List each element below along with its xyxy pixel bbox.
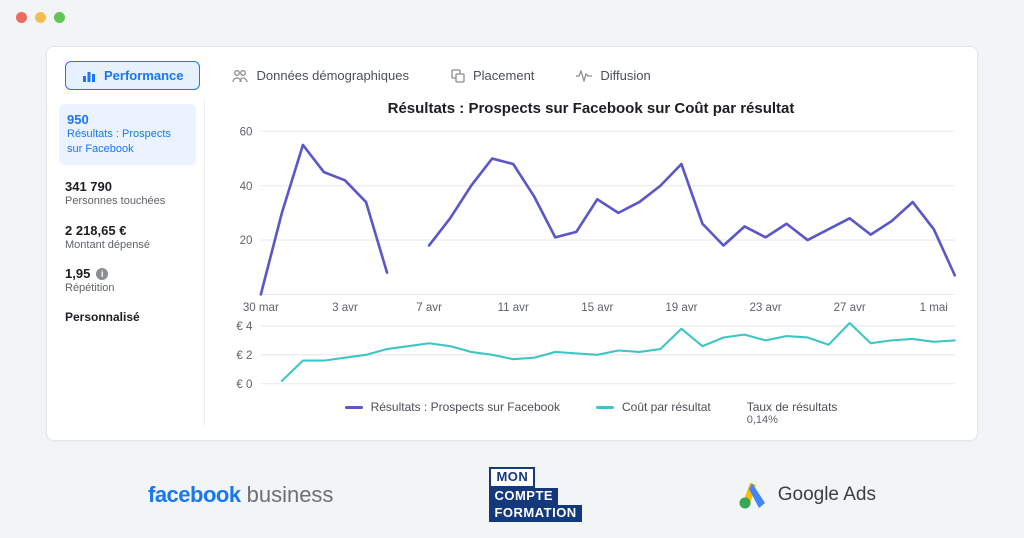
svg-text:1 mai: 1 mai [920, 302, 948, 314]
legend-swatch-icon [596, 406, 614, 409]
tabs-row: Performance Données démographiques Place… [65, 61, 959, 90]
info-icon[interactable]: i [96, 268, 108, 280]
svg-text:27 avr: 27 avr [834, 302, 866, 314]
mon-compte-formation-logo: MON COMPTE FORMATION [489, 467, 581, 522]
logo-text: business [247, 482, 334, 508]
svg-text:23 avr: 23 avr [749, 302, 781, 314]
legend-rate-label: Taux de résultats [747, 400, 838, 414]
tab-diffusion[interactable]: Diffusion [566, 62, 660, 89]
svg-text:30 mar: 30 mar [243, 302, 279, 314]
svg-text:60: 60 [240, 127, 253, 139]
stat-value: 341 790 [65, 179, 196, 194]
stat-results[interactable]: 950 Résultats : Prospects sur Facebook [59, 104, 196, 165]
chart-legend: Résultats : Prospects sur Facebook Coût … [223, 400, 959, 426]
tab-demographics[interactable]: Données démographiques [222, 62, 419, 89]
stat-value: 1,95 [65, 266, 90, 281]
legend-rate: Taux de résultats 0,14% [747, 400, 838, 426]
legend-rate-value: 0,14% [747, 414, 838, 426]
svg-text:15 avr: 15 avr [581, 302, 613, 314]
google-ads-logo: Google Ads [738, 481, 876, 509]
traffic-close-icon[interactable] [16, 12, 27, 23]
logo-text: facebook [148, 482, 241, 508]
analytics-card: Performance Données démographiques Place… [46, 46, 978, 441]
stat-reach[interactable]: 341 790 Personnes touchées [65, 179, 196, 209]
line-chart: 20 40 60 30 mar 3 avr 7 avr 11 avr 15 avr 19 avr… [223, 123, 959, 396]
tab-performance[interactable]: Performance [65, 61, 200, 90]
logos-row: facebook business MON COMPTE FORMATION G… [70, 467, 954, 522]
legend-swatch-icon [345, 406, 363, 409]
bar-chart-icon [82, 69, 96, 83]
traffic-min-icon[interactable] [35, 12, 46, 23]
tab-label: Placement [473, 68, 534, 83]
legend-label: Résultats : Prospects sur Facebook [371, 400, 560, 414]
stat-label: Résultats : Prospects sur Facebook [67, 127, 188, 157]
svg-text:40: 40 [240, 181, 253, 193]
svg-text:€ 2: € 2 [236, 350, 252, 362]
traffic-max-icon[interactable] [54, 12, 65, 23]
legend-label: Coût par résultat [622, 400, 711, 414]
pulse-icon [576, 70, 592, 82]
stat-value: 2 218,65 € [65, 223, 196, 238]
legend-series-results: Résultats : Prospects sur Facebook [345, 400, 560, 414]
logo-text: MON [489, 467, 535, 488]
tab-label: Données démographiques [256, 68, 409, 83]
content-row: 950 Résultats : Prospects sur Facebook 3… [65, 100, 959, 426]
stats-sidebar: 950 Résultats : Prospects sur Facebook 3… [65, 100, 205, 426]
stat-value: 950 [67, 112, 188, 127]
logo-text: COMPTE [489, 488, 558, 505]
stat-frequency[interactable]: 1,95 i Répétition [65, 266, 196, 296]
svg-text:7 avr: 7 avr [416, 302, 442, 314]
stat-spend[interactable]: 2 218,65 € Montant dépensé [65, 223, 196, 253]
stat-label: Montant dépensé [65, 238, 196, 253]
chart-title: Résultats : Prospects sur Facebook sur C… [223, 100, 959, 117]
svg-text:11 avr: 11 avr [498, 302, 529, 314]
stat-custom[interactable]: Personnalisé [65, 310, 196, 324]
legend-series-cost: Coût par résultat [596, 400, 711, 414]
people-icon [232, 69, 248, 83]
svg-text:19 avr: 19 avr [665, 302, 697, 314]
logo-text: FORMATION [489, 505, 581, 522]
chart-column: Résultats : Prospects sur Facebook sur C… [213, 100, 959, 426]
svg-text:€ 4: € 4 [236, 321, 253, 333]
svg-text:€ 0: € 0 [236, 379, 252, 391]
svg-text:3 avr: 3 avr [332, 302, 358, 314]
tab-placement[interactable]: Placement [441, 62, 544, 89]
window-chrome [0, 0, 1024, 34]
stat-label: Répétition [65, 281, 196, 296]
placement-icon [451, 69, 465, 83]
google-ads-icon [738, 481, 768, 509]
facebook-business-logo: facebook business [148, 482, 333, 508]
tab-label: Diffusion [600, 68, 650, 83]
stat-label: Personnes touchées [65, 194, 196, 209]
logo-text: Google Ads [778, 484, 876, 506]
svg-text:20: 20 [240, 235, 253, 247]
tab-label: Performance [104, 68, 183, 83]
